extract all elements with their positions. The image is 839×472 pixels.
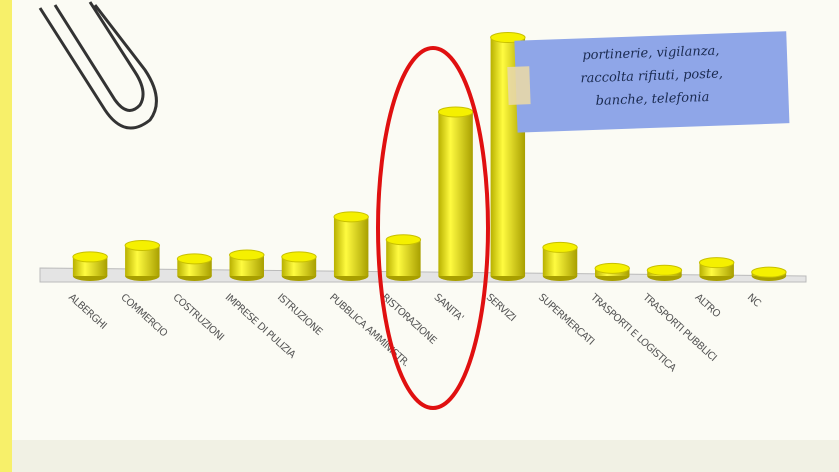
bar-top (751, 266, 787, 278)
bar-top (229, 249, 265, 261)
note-paper (514, 31, 790, 133)
bar-top (72, 251, 108, 263)
bar (333, 216, 369, 276)
bar-top (333, 211, 369, 223)
bar-top (594, 262, 630, 274)
bar-top (437, 106, 474, 118)
note-line: raccolta rifiuti, poste, (580, 66, 723, 86)
bar-top (646, 264, 683, 276)
highlight-ellipse (376, 46, 490, 410)
note-tape (507, 66, 531, 105)
bar-top (281, 251, 317, 263)
bar (386, 239, 421, 276)
note-line: banche, telefonia (595, 90, 709, 109)
note-line: portinerie, vigilanza, (582, 44, 720, 64)
bar-top (176, 253, 213, 265)
bar (229, 255, 264, 276)
bar (438, 111, 473, 276)
bar-top (698, 257, 735, 269)
bar-top (542, 241, 578, 253)
bar-top (124, 239, 161, 251)
note-box: portinerie, vigilanza, raccolta rifiuti,… (507, 31, 790, 133)
paperclip (38, 1, 158, 130)
bottom-band (12, 440, 839, 472)
bar-top (385, 234, 422, 246)
bar-top (490, 32, 526, 44)
side-stripe (0, 0, 12, 472)
